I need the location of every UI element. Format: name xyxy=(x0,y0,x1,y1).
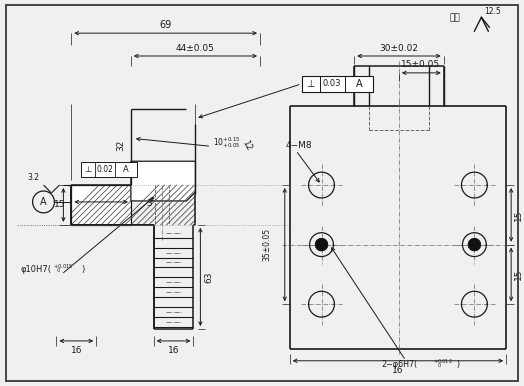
Text: 63: 63 xyxy=(205,272,214,283)
Text: 35±0.05: 35±0.05 xyxy=(263,228,271,261)
Text: 2−φ6H7(: 2−φ6H7( xyxy=(381,360,417,369)
Text: 15: 15 xyxy=(514,269,522,280)
Text: φ10H7(: φ10H7( xyxy=(20,265,51,274)
Text: 30±0.02: 30±0.02 xyxy=(379,44,419,52)
Polygon shape xyxy=(315,239,328,251)
Text: ): ) xyxy=(456,360,460,369)
Text: 0.03: 0.03 xyxy=(322,79,341,88)
Text: 15: 15 xyxy=(53,200,65,210)
Text: A: A xyxy=(355,79,362,89)
Text: 44±0.05: 44±0.05 xyxy=(176,44,215,52)
Text: 69: 69 xyxy=(159,20,172,30)
Text: 15±0.05: 15±0.05 xyxy=(401,61,440,69)
Text: 16: 16 xyxy=(168,346,179,356)
Polygon shape xyxy=(468,239,481,251)
Text: $10^{+0.15}_{+0.05}$: $10^{+0.15}_{+0.05}$ xyxy=(213,135,241,150)
Text: 16: 16 xyxy=(71,346,82,356)
Text: 0.02: 0.02 xyxy=(96,165,113,174)
Text: ⊥: ⊥ xyxy=(84,165,92,174)
Text: A: A xyxy=(40,197,47,207)
Text: 3: 3 xyxy=(146,200,151,208)
Text: 3.2: 3.2 xyxy=(28,173,39,182)
Text: ): ) xyxy=(81,265,84,274)
Text: ⊥: ⊥ xyxy=(306,79,314,89)
Text: 32: 32 xyxy=(116,140,125,151)
Text: 其余: 其余 xyxy=(449,14,460,23)
Polygon shape xyxy=(131,161,195,201)
Text: 12.5: 12.5 xyxy=(484,7,501,16)
Text: 15: 15 xyxy=(514,209,522,220)
Text: 4−M8: 4−M8 xyxy=(286,141,312,150)
Text: $^{+0.012}_{\ \ \ 0}$: $^{+0.012}_{\ \ \ 0}$ xyxy=(433,358,452,371)
Bar xyxy=(302,76,373,92)
Bar xyxy=(71,185,131,225)
Bar xyxy=(81,162,137,177)
Text: A: A xyxy=(123,165,128,174)
Text: 12: 12 xyxy=(241,139,254,152)
Text: $^{+0.015}_{\ \ 0}$: $^{+0.015}_{\ \ 0}$ xyxy=(53,263,74,276)
Text: 16: 16 xyxy=(392,366,403,375)
